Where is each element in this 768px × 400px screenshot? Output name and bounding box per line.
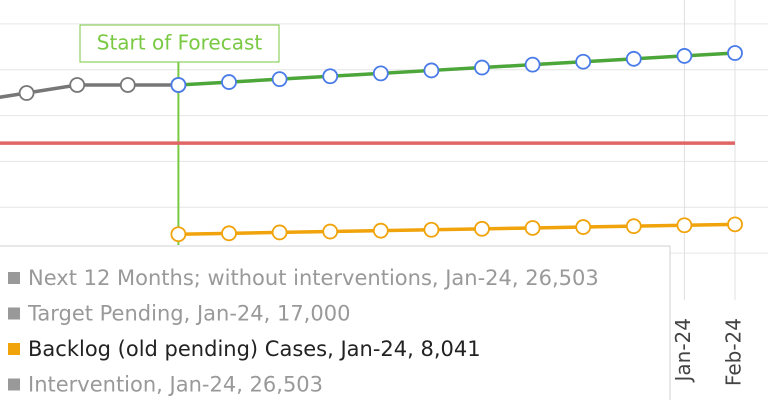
point xyxy=(271,71,288,88)
point xyxy=(676,217,693,234)
tooltip-swatch xyxy=(8,378,20,391)
forecast-label: Start of Forecast xyxy=(97,31,263,55)
point xyxy=(119,77,136,93)
tooltip-text: Target Pending, Jan-24, 17,000 xyxy=(27,302,350,326)
point xyxy=(372,222,389,239)
point xyxy=(271,224,288,241)
tooltip-box xyxy=(0,245,671,400)
point xyxy=(170,226,187,243)
series-line xyxy=(178,222,736,236)
point xyxy=(575,53,592,70)
tooltip-swatch xyxy=(8,272,20,284)
point xyxy=(322,68,339,85)
point xyxy=(423,221,440,238)
tooltip-swatch xyxy=(8,343,20,355)
point xyxy=(18,85,35,101)
point xyxy=(372,65,389,82)
point xyxy=(423,62,440,79)
tooltip-text: Backlog (old pending) Cases, Jan-24, 8,0… xyxy=(28,337,481,361)
point xyxy=(625,50,642,67)
point xyxy=(221,225,237,242)
point xyxy=(322,223,339,240)
point xyxy=(221,74,237,90)
tooltip-text: Next 12 Months; without interventions, J… xyxy=(28,266,599,290)
point xyxy=(69,77,86,93)
point xyxy=(727,216,743,233)
x-tick-label: Jan-24 xyxy=(671,318,695,384)
point xyxy=(524,220,541,236)
point xyxy=(625,218,642,235)
tooltip-swatch xyxy=(8,307,20,320)
point xyxy=(575,219,592,235)
forecast-label-box xyxy=(79,24,280,63)
x-tick-label: Feb-24 xyxy=(722,318,746,386)
tooltip-text: Intervention, Jan-24, 26,503 xyxy=(28,373,323,397)
point xyxy=(727,45,743,61)
point xyxy=(524,56,541,73)
point xyxy=(170,77,187,93)
point xyxy=(474,59,490,76)
point xyxy=(676,48,693,64)
point xyxy=(474,220,490,237)
series-line xyxy=(178,51,736,87)
